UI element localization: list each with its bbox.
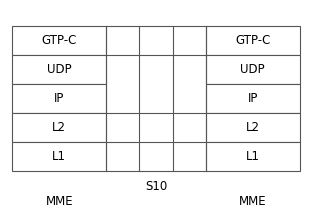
Bar bbox=[206, 26, 300, 55]
Text: MME: MME bbox=[46, 195, 73, 208]
Text: L1: L1 bbox=[52, 150, 66, 163]
Bar bbox=[206, 55, 300, 84]
Bar bbox=[12, 142, 106, 171]
Text: L2: L2 bbox=[246, 121, 260, 134]
Text: GTP-C: GTP-C bbox=[235, 34, 271, 47]
Bar bbox=[12, 26, 106, 55]
Text: MME: MME bbox=[239, 195, 266, 208]
Bar bbox=[206, 113, 300, 142]
Text: L2: L2 bbox=[52, 121, 66, 134]
Text: L1: L1 bbox=[246, 150, 260, 163]
Text: IP: IP bbox=[54, 92, 65, 105]
Text: UDP: UDP bbox=[241, 63, 265, 76]
Text: IP: IP bbox=[247, 92, 258, 105]
Bar bbox=[206, 142, 300, 171]
Bar bbox=[206, 84, 300, 113]
Text: UDP: UDP bbox=[47, 63, 71, 76]
Bar bbox=[12, 113, 106, 142]
Bar bbox=[12, 84, 106, 113]
Bar bbox=[12, 55, 106, 84]
Text: S10: S10 bbox=[145, 180, 167, 193]
Text: GTP-C: GTP-C bbox=[41, 34, 77, 47]
